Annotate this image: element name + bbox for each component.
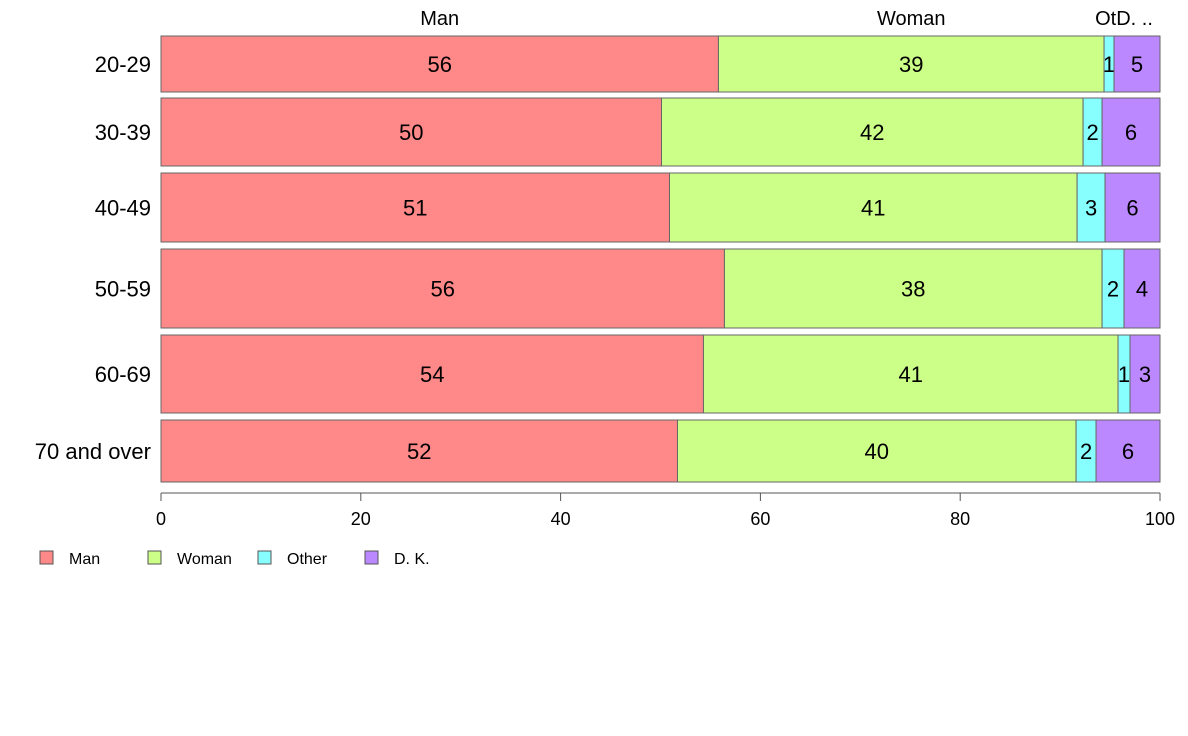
category-label-40-49: 40-49 bbox=[95, 196, 151, 221]
bar-segment-woman-40-49 bbox=[668, 172, 1078, 243]
data-label-woman-60-69: 41 bbox=[899, 362, 923, 387]
data-label-man-40-49: 51 bbox=[403, 196, 427, 221]
x-tick-label-0: 0 bbox=[156, 509, 166, 529]
data-label-man-30-39: 50 bbox=[399, 120, 423, 145]
bar-segment-woman-20-29 bbox=[717, 35, 1105, 93]
data-label-woman-40-49: 41 bbox=[861, 196, 885, 221]
top-label-2: Woman bbox=[877, 8, 946, 30]
bars: 56 39 1 550 42 2 651 41 3 656 38 2 454 41 1 352 40 2 6 bbox=[160, 35, 1161, 483]
data-label-d-k-40-49: 6 bbox=[1126, 196, 1138, 221]
data-label-man-60-69: 54 bbox=[420, 362, 444, 387]
top-labels: Man Woman OtD. .. bbox=[420, 8, 1153, 30]
data-label-woman-50-59: 38 bbox=[901, 277, 925, 302]
bar-segment-d-k-50-59 bbox=[1123, 248, 1161, 329]
legend-swatch-d-k bbox=[364, 550, 379, 565]
x-tick-label-100: 100 bbox=[1145, 509, 1175, 529]
data-label-other-60-69: 1 bbox=[1118, 362, 1130, 387]
category-label-50-59: 50-59 bbox=[95, 277, 151, 302]
data-label-woman-20-29: 39 bbox=[899, 52, 923, 77]
bar-segment-man-50-59 bbox=[160, 248, 725, 329]
bar-segment-d-k-40-49 bbox=[1104, 172, 1161, 243]
bar-segment-man-20-29 bbox=[160, 35, 719, 93]
data-label-d-k-30-39: 6 bbox=[1125, 120, 1137, 145]
top-label-1: Man bbox=[420, 8, 459, 30]
bar-segment-woman-30-39 bbox=[660, 97, 1084, 167]
bar-segment-woman-50-59 bbox=[723, 248, 1103, 329]
data-label-woman-30-39: 42 bbox=[860, 120, 884, 145]
bar-segment-d-k-30-39 bbox=[1101, 97, 1161, 167]
bar-segment-woman-70-and-over bbox=[676, 419, 1077, 483]
legend: Man Woman Other D. K. bbox=[39, 550, 430, 568]
legend-label-d-k: D. K. bbox=[394, 551, 430, 568]
x-axis: 0 20 40 60 80 100 bbox=[156, 492, 1175, 529]
data-label-d-k-50-59: 4 bbox=[1136, 277, 1148, 302]
data-label-d-k-20-29: 5 bbox=[1131, 52, 1143, 77]
bar-segment-other-40-49 bbox=[1076, 172, 1106, 243]
data-label-other-30-39: 2 bbox=[1086, 120, 1098, 145]
data-label-other-70-and-over: 2 bbox=[1080, 439, 1092, 464]
bar-segment-man-30-39 bbox=[160, 97, 662, 167]
category-label-30-39: 30-39 bbox=[95, 120, 151, 145]
legend-label-man: Man bbox=[69, 551, 100, 568]
data-label-other-20-29: 1 bbox=[1103, 52, 1115, 77]
data-label-other-40-49: 3 bbox=[1085, 196, 1097, 221]
data-label-d-k-70-and-over: 6 bbox=[1122, 439, 1134, 464]
data-label-man-20-29: 56 bbox=[427, 52, 451, 77]
bar-segment-d-k-20-29 bbox=[1113, 35, 1161, 93]
legend-swatch-man bbox=[39, 550, 54, 565]
data-label-man-50-59: 56 bbox=[430, 277, 454, 302]
bar-segment-man-70-and-over bbox=[160, 419, 678, 483]
legend-swatch-woman bbox=[147, 550, 162, 565]
bar-segment-d-k-60-69 bbox=[1129, 334, 1161, 414]
category-labels: 20-29 30-39 40-49 50-59 60-69 70 and over bbox=[35, 52, 151, 464]
data-label-man-70-and-over: 52 bbox=[407, 439, 431, 464]
category-label-20-29: 20-29 bbox=[95, 52, 151, 77]
bar-segment-woman-60-69 bbox=[702, 334, 1119, 414]
legend-swatch-other bbox=[257, 550, 272, 565]
x-tick-label-20: 20 bbox=[351, 509, 371, 529]
data-label-woman-70-and-over: 40 bbox=[865, 439, 889, 464]
top-label-3: OtD. .. bbox=[1095, 8, 1153, 30]
category-label-60-69: 60-69 bbox=[95, 362, 151, 387]
bar-segment-man-60-69 bbox=[160, 334, 704, 414]
legend-label-woman: Woman bbox=[177, 551, 232, 568]
x-tick-label-80: 80 bbox=[950, 509, 970, 529]
x-tick-label-60: 60 bbox=[750, 509, 770, 529]
bar-segment-man-40-49 bbox=[160, 172, 670, 243]
x-tick-label-40: 40 bbox=[551, 509, 571, 529]
bar-segment-d-k-70-and-over bbox=[1095, 419, 1161, 483]
legend-label-other: Other bbox=[287, 551, 328, 568]
category-label-70-and-over: 70 and over bbox=[35, 439, 151, 464]
data-label-other-50-59: 2 bbox=[1107, 277, 1119, 302]
data-label-d-k-60-69: 3 bbox=[1139, 362, 1151, 387]
